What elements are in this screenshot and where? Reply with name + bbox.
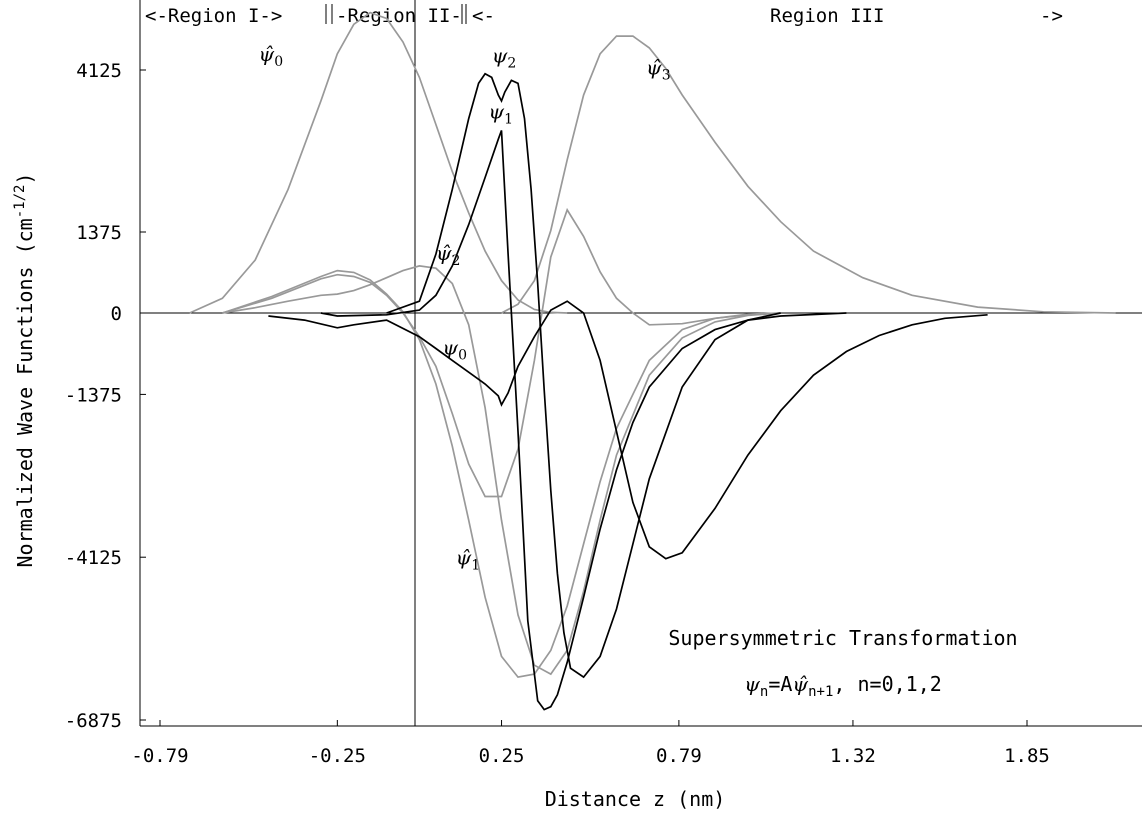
x-tick-label: 0.79: [656, 745, 702, 767]
region-header: <-Region I-> -Region II- <- Region III -…: [145, 4, 1063, 27]
formula-psi-hat: ψ̂: [792, 672, 808, 696]
series-line: [222, 265, 781, 676]
series-label: ψ̂3: [646, 55, 671, 83]
series-line: [222, 207, 781, 498]
x-ticks: -0.79 -0.25 0.25 0.79 1.32 1.85: [131, 720, 1050, 767]
y-tick-label: 1375: [76, 222, 122, 244]
formula-sub-n1: n+1: [808, 684, 833, 700]
region-2-label: -Region II-: [336, 5, 462, 27]
x-tick-label: 1.32: [830, 745, 876, 767]
x-tick-label: -0.79: [131, 745, 188, 767]
y-axis-title-text: Normalized Wave Functions (cm: [13, 218, 37, 567]
region-3-arrow: <-: [472, 5, 495, 27]
y-tick-label: 0: [111, 303, 122, 325]
x-tick-label: 1.85: [1004, 745, 1050, 767]
curves: [189, 11, 1116, 711]
region-1-label: <-Region I->: [145, 5, 282, 27]
y-ticks: 4125 1375 0 -1375 -4125 -6875: [65, 60, 146, 732]
y-tick-label: -6875: [65, 710, 122, 732]
y-axis-title-close: ): [13, 173, 37, 185]
series-line: [320, 130, 847, 711]
y-tick-label: -4125: [65, 547, 122, 569]
x-tick-label: 0.25: [479, 745, 525, 767]
x-axis-title: Distance z (nm): [545, 787, 726, 811]
formula-rest: , n=0,1,2: [833, 672, 941, 696]
svg-text:Normalized Wave Functions (cm-: Normalized Wave Functions (cm-1/2): [12, 173, 37, 568]
region-3-label: Region III: [770, 5, 884, 27]
y-axis-title: Normalized Wave Functions (cm-1/2): [12, 173, 37, 568]
region-3-end-arrow: ->: [1040, 5, 1063, 27]
series-line: [268, 300, 988, 560]
series-line: [189, 11, 568, 314]
y-tick-label: 4125: [76, 60, 122, 82]
series-label: ψ1: [488, 100, 513, 128]
series-line: [386, 72, 781, 679]
series-line: [222, 269, 781, 679]
series-label: ψ0: [442, 335, 467, 363]
series-label: ψ2: [492, 44, 517, 72]
series-label: ψ̂1: [456, 546, 481, 574]
x-tick-label: -0.25: [309, 745, 366, 767]
series-line: [501, 35, 1116, 314]
series-label: ψ̂2: [436, 241, 461, 269]
formula-sub-n: n: [760, 684, 768, 700]
series-labels: ψ̂0 ψ2 ψ̂3 ψ1 ψ̂2 ψ0 ψ̂1: [259, 42, 671, 574]
annotation-formula: ψn=Aψ̂n+1, n=0,1,2: [744, 672, 942, 700]
series-label: ψ̂0: [259, 42, 284, 70]
annotation-title: Supersymmetric Transformation: [668, 626, 1017, 650]
y-tick-label: -1375: [65, 384, 122, 406]
formula-psi: ψ: [744, 672, 760, 696]
y-axis-title-sup: -1/2: [12, 185, 28, 219]
formula-eq: =A: [768, 672, 792, 696]
